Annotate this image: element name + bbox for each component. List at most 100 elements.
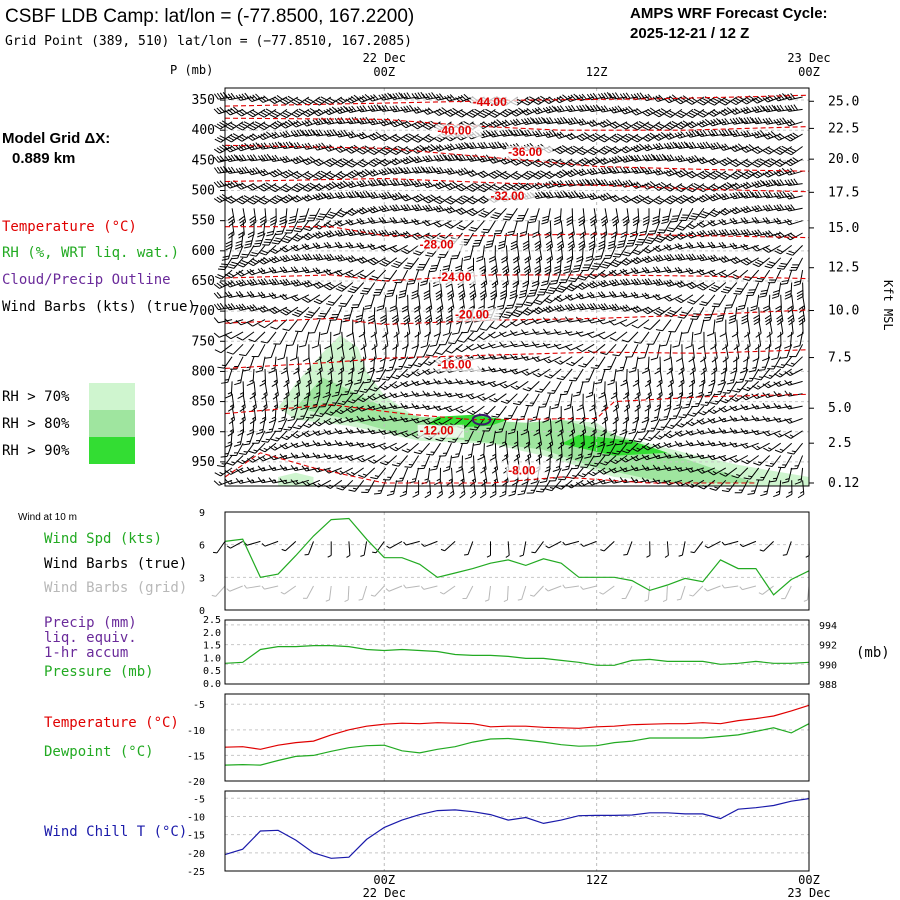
wind-barb	[423, 282, 431, 301]
wind-barb	[268, 95, 288, 105]
precip-tick-label: 2.0	[203, 628, 221, 639]
wind-barb	[379, 257, 398, 267]
wind-barb	[391, 368, 408, 380]
top-day-label-0: 22 Dec	[363, 51, 406, 65]
wind-barb	[334, 229, 353, 237]
wind-barb	[376, 294, 387, 311]
wind-barb	[236, 121, 255, 131]
wind-barb	[367, 191, 386, 199]
wind-barb	[301, 128, 320, 137]
wind-barb	[290, 266, 309, 274]
wind-barb	[378, 167, 397, 176]
wind-barb	[246, 133, 266, 141]
wind-barb	[370, 467, 387, 480]
wind-barb	[278, 406, 288, 423]
wind-barb	[224, 166, 244, 174]
wind-barb	[279, 194, 299, 204]
wind-barb	[403, 356, 420, 369]
wind-barb	[426, 442, 441, 456]
wind-barb	[367, 205, 386, 214]
wind-barb	[400, 430, 419, 438]
pressure-axis-title: P (mb)	[170, 63, 213, 77]
wind-barb	[237, 381, 245, 400]
wind-barb	[411, 331, 420, 350]
wind-barb	[385, 282, 398, 298]
wind-barb	[272, 381, 279, 400]
wind-barb	[411, 282, 420, 300]
pressure-tick-label: 400	[192, 123, 215, 138]
wind-barb	[304, 306, 321, 319]
model-grid-value: 0.889 km	[12, 150, 75, 167]
wind-barb	[389, 244, 408, 253]
wind-barb	[367, 356, 376, 374]
wind-barb	[239, 406, 246, 425]
wind-barb	[411, 368, 430, 377]
wind-barb	[342, 307, 354, 323]
wind-barb	[433, 220, 452, 228]
pressure-tick-label: 350	[192, 93, 215, 108]
wind-barb	[226, 343, 244, 355]
wind-barb	[226, 455, 244, 466]
wind-barb	[433, 153, 452, 162]
wind-barb	[239, 344, 255, 357]
panel-label: 1-hr accum	[44, 645, 128, 661]
wind-barb	[378, 442, 397, 450]
wind-barb	[389, 402, 408, 410]
wind-barb	[433, 405, 452, 411]
legend-item-0: Temperature (°C)	[2, 219, 137, 235]
wind-barb	[391, 455, 408, 467]
height-tick-label: 15.0	[828, 221, 859, 236]
wind-barb	[261, 430, 277, 443]
wind-barb	[225, 121, 244, 131]
pressure-tick-label: 650	[192, 274, 215, 289]
wind-barb	[268, 356, 277, 374]
wind-barb	[394, 356, 409, 370]
wind-barb	[329, 306, 343, 321]
wind-barb	[235, 182, 255, 190]
wind-barb	[280, 95, 299, 105]
wind-barb	[246, 304, 266, 312]
wind-barb	[280, 183, 299, 193]
wind-barb	[281, 232, 299, 244]
panel-label: Wind Barbs (grid)	[44, 580, 187, 596]
wind-barb	[378, 204, 397, 213]
wind-barb	[249, 406, 257, 425]
wind-barb	[389, 442, 408, 452]
temp-tick-label: -5	[193, 700, 205, 711]
surface-wind-barb	[213, 541, 226, 554]
pressure-tick-label: 988	[819, 680, 837, 691]
wind-barb	[356, 427, 375, 434]
wind-barb	[404, 455, 420, 468]
wind-barb	[301, 119, 321, 127]
wind-barb	[379, 455, 398, 466]
wind-barb	[345, 255, 364, 263]
windchill-tick-label: -15	[187, 831, 205, 842]
wind-barb	[327, 356, 334, 375]
pressure-tick-label: 450	[192, 153, 215, 168]
wind-barb	[322, 381, 332, 399]
wind-barb	[451, 443, 463, 459]
wind-barb	[246, 319, 266, 327]
wind-barb	[411, 144, 430, 154]
wind-barb	[424, 480, 432, 499]
wind-barb	[325, 294, 343, 306]
wind-barb	[233, 430, 244, 447]
wind-barb	[433, 166, 452, 175]
pressure-tick-label: 990	[819, 660, 837, 671]
temp-tick-label: -10	[187, 726, 205, 737]
wind-barb	[411, 91, 430, 100]
wind-barb	[393, 319, 400, 338]
wind-barb	[246, 142, 266, 151]
wind-barb	[389, 344, 398, 362]
wind-barb	[345, 169, 364, 179]
wind-barb	[334, 269, 354, 277]
wind-barb	[416, 257, 431, 271]
wind-barb	[331, 381, 343, 397]
pressure-tick-label: 550	[192, 214, 215, 229]
wind-barb	[345, 105, 364, 114]
wind-barb	[261, 393, 268, 412]
wind-barb	[345, 180, 364, 189]
wind-barb	[279, 464, 298, 471]
wind-barb	[334, 105, 353, 114]
